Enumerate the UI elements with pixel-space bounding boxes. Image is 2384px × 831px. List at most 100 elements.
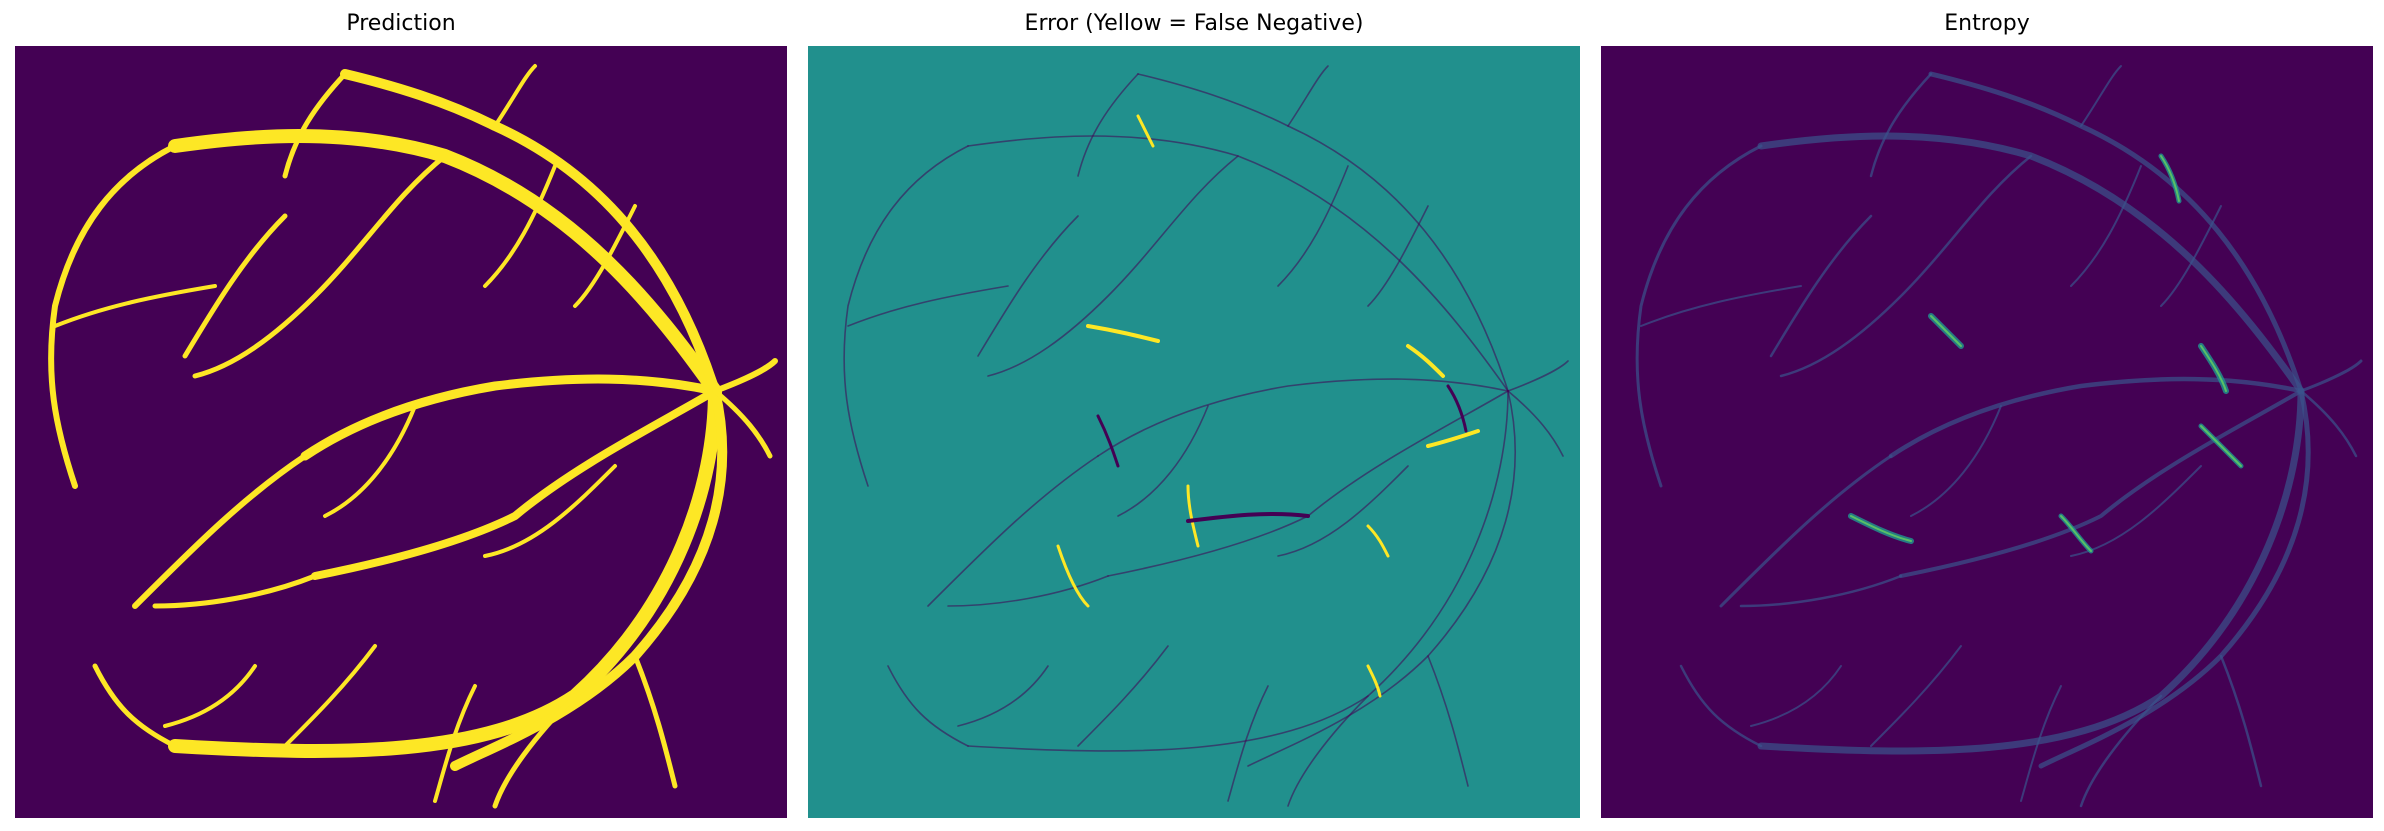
entropy-vessel-trace	[2038, 388, 2311, 769]
error-panel: Error (Yellow = False Negative)	[808, 0, 1580, 831]
entropy-vessel-trace	[1870, 645, 1962, 747]
error-image	[808, 46, 1580, 818]
false-positive-segment	[1186, 511, 1310, 523]
prediction-image	[15, 46, 787, 818]
vessel-error-outline	[987, 155, 1239, 377]
prediction-title: Prediction	[346, 11, 456, 36]
entropy-vessel-trace	[1757, 132, 2305, 395]
vessel-segment	[163, 664, 257, 728]
entropy-vessel-trace	[2020, 685, 2062, 802]
vessel-segment	[132, 453, 308, 609]
entropy-peak	[2200, 345, 2227, 392]
entropy-vessel-trace	[2299, 359, 2363, 393]
entropy-peak	[1850, 515, 1912, 542]
vessel-error-outline	[1277, 465, 1409, 557]
vessel-segment	[182, 213, 288, 359]
vessel-error-outline	[957, 665, 1049, 727]
vessel-error-outline	[1287, 695, 1369, 807]
error-title: Error (Yellow = False Negative)	[1024, 11, 1364, 36]
entropy-vessel-trace	[1869, 72, 1933, 178]
entropy-vessel-trace	[1739, 574, 1903, 608]
vessel-segment	[433, 684, 477, 803]
vessel-error-outline	[967, 135, 1509, 392]
entropy-vessel-trace	[1719, 454, 1893, 608]
entropy-vessel-trace	[1928, 71, 2304, 394]
vessel-error-outline	[1247, 390, 1516, 767]
vessel-segment	[492, 693, 578, 809]
vessel-segment	[632, 653, 678, 789]
vessel-error-outline	[1097, 378, 1509, 457]
vessel-segment	[311, 387, 719, 580]
entropy-vessel-trace	[1679, 664, 1763, 748]
vessel-error-outline	[1277, 165, 1349, 287]
false-negative-segment	[1056, 544, 1090, 608]
vessel-segment	[483, 464, 617, 558]
vessel-error-outline	[1077, 645, 1169, 747]
entropy-vessel-trace	[2219, 654, 2263, 788]
vessel-error-outline	[1507, 360, 1569, 392]
false-positive-segment	[1446, 384, 1468, 433]
entropy-vessel-trace	[2299, 389, 2358, 458]
entropy-vessel-trace	[1888, 376, 2304, 459]
false-negative-segment	[1366, 524, 1390, 558]
vessel-error-outline	[1137, 73, 1509, 392]
entropy-image	[1601, 46, 2373, 818]
vessel-segment	[493, 64, 537, 128]
vessel-error-outline	[887, 665, 969, 747]
entropy-vessel-trace	[1640, 285, 1802, 327]
entropy-vessel-trace	[1769, 214, 1873, 358]
false-positive-segment	[1096, 414, 1120, 468]
vessel-segment	[283, 644, 377, 748]
vessel-segment	[282, 71, 348, 179]
false-negative-segment	[1426, 429, 1480, 448]
false-negative-segment	[1186, 484, 1200, 548]
entropy-vessel-trace	[1910, 405, 2002, 517]
false-negative-segment	[1406, 344, 1445, 378]
entropy-peak	[2200, 425, 2242, 467]
vessel-error-outline	[843, 145, 969, 487]
entropy-vessel-trace	[1635, 144, 1763, 488]
entropy-peak	[1930, 315, 1962, 347]
false-negative-segment	[1366, 664, 1382, 698]
vessel-error-outline	[947, 575, 1109, 607]
entropy-panel: Entropy	[1601, 0, 2373, 831]
entropy-title: Entropy	[1944, 11, 2030, 36]
vessel-segment	[450, 386, 728, 771]
vessel-segment	[340, 69, 720, 396]
vessel-segment	[92, 663, 178, 749]
vessel-error-outline	[847, 285, 1009, 327]
entropy-vessel-trace	[2160, 205, 2222, 307]
prediction-panel: Prediction	[15, 0, 787, 831]
vessel-segment	[53, 284, 217, 328]
image-background	[15, 46, 787, 818]
image-background	[1601, 46, 2373, 818]
vessel-error-outline	[927, 455, 1099, 607]
vessel-segment	[168, 129, 722, 398]
vessel-segment	[323, 404, 417, 518]
vessel-segment	[712, 388, 773, 459]
false-negative-segment	[1136, 114, 1155, 148]
vessel-error-outline	[1287, 65, 1329, 127]
vessel-error-outline	[1367, 205, 1429, 307]
vessel-error-outline	[1507, 390, 1564, 457]
vessel-error-outline	[1227, 685, 1269, 802]
vessel-segment	[483, 164, 557, 288]
entropy-vessel-trace	[2079, 694, 2163, 808]
vessel-segment	[152, 573, 318, 609]
entropy-peak	[2060, 515, 2092, 552]
false-negative-segment	[1086, 324, 1160, 343]
entropy-vessel-trace	[2080, 65, 2122, 127]
entropy-vessel-trace	[2070, 165, 2142, 287]
vessel-segment	[48, 143, 178, 489]
vessel-error-outline	[1427, 655, 1469, 787]
vessel-segment	[192, 153, 448, 379]
vessel-error-outline	[1077, 73, 1139, 177]
vessel-segment	[712, 358, 778, 394]
entropy-vessel-trace	[1899, 389, 2303, 578]
vessel-segment	[573, 204, 637, 308]
vessel-error-outline	[1117, 405, 1209, 517]
entropy-vessel-trace	[1779, 154, 2033, 378]
entropy-vessel-trace	[1750, 665, 1842, 727]
vessel-segment	[300, 374, 720, 461]
vessel-error-outline	[977, 215, 1079, 357]
